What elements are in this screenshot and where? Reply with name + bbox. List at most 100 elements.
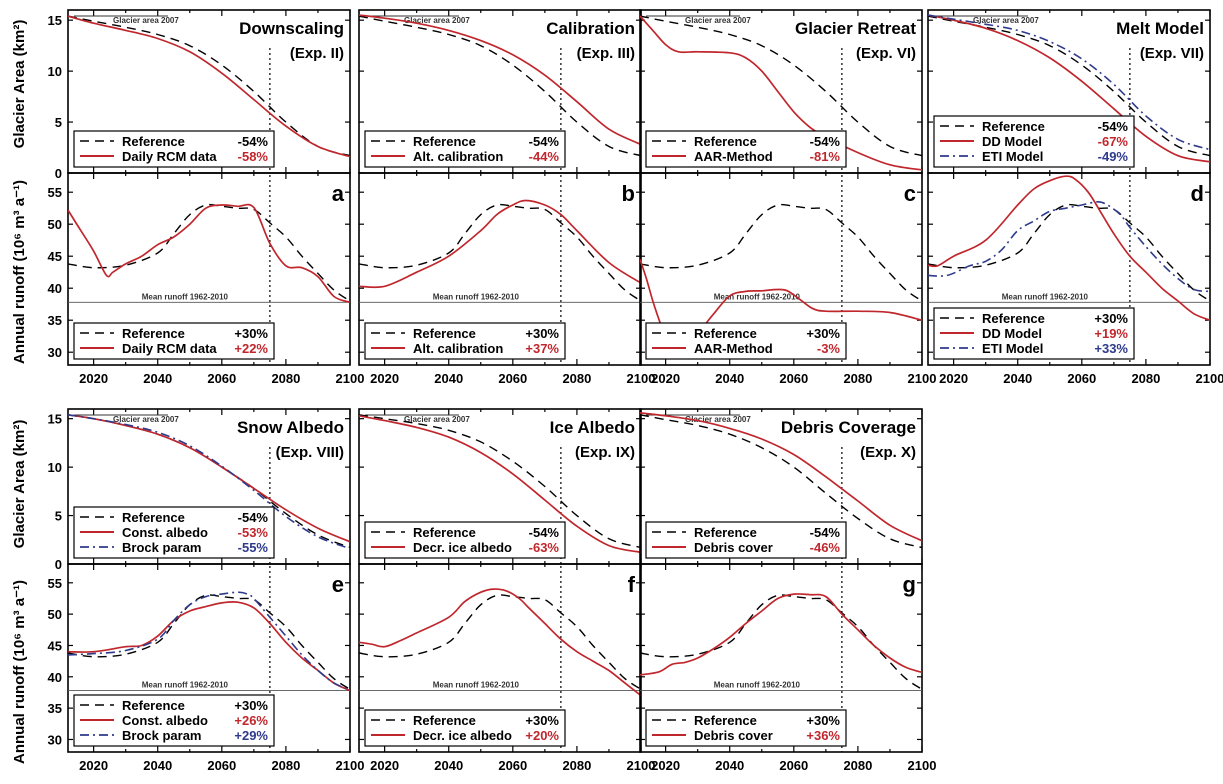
panel-subtitle: (Exp. II) [290, 45, 344, 62]
xtick-label: 2060 [207, 371, 236, 386]
area-2007-label: Glacier area 2007 [404, 415, 470, 424]
legend-percent: +37% [525, 341, 559, 356]
runoff-frame [358, 563, 642, 753]
legend-label: Decr. ice albedo [413, 540, 512, 555]
legend-percent: -81% [810, 149, 841, 164]
legend-label: Reference [694, 134, 757, 149]
panel-letter: g [903, 572, 916, 597]
runoff-series-line-red [359, 199, 641, 289]
area-series-line-blue [928, 14, 1210, 151]
mean-runoff-label: Mean runoff 1962-2010 [433, 292, 520, 301]
panel-f: Glacier area 2007 Ice Albedo (Exp. IX) Refe… [358, 408, 655, 773]
runoff-ytick-label: 35 [48, 701, 62, 716]
legend-label: Debris cover [694, 540, 773, 555]
runoff-legend-box [645, 709, 847, 747]
panel-subtitle: (Exp. VIII) [276, 444, 344, 461]
panel-g: Glacier area 2007 Debris Coverage (Exp. X)… [639, 408, 937, 773]
runoff-series-line-ref [359, 594, 641, 690]
legend-label: Reference [413, 713, 476, 728]
area-series-line-ref [359, 414, 641, 549]
panel-title: Melt Model [1116, 19, 1204, 38]
legend-percent: -49% [1098, 149, 1129, 164]
legend-percent: +30% [1094, 311, 1128, 326]
xtick-label: 2020 [370, 371, 399, 386]
runoff-series-line-red [68, 601, 350, 692]
runoff-frame [639, 172, 923, 366]
legend-label: Daily RCM data [122, 341, 217, 356]
area-series-line-ref [640, 15, 922, 157]
legend-percent: -54% [238, 134, 269, 149]
legend-percent: -55% [238, 540, 269, 555]
area-2007-label: Glacier area 2007 [113, 16, 179, 25]
legend-percent: +26% [234, 713, 268, 728]
xtick-label: 2060 [498, 758, 527, 773]
legend-label: Reference [694, 713, 757, 728]
legend-percent: -54% [529, 134, 560, 149]
area-legend-box [364, 130, 566, 168]
legend-label: Debris cover [694, 728, 773, 743]
xtick-label: 2100 [627, 371, 656, 386]
runoff-ytick-label: 45 [48, 638, 62, 653]
legend-label: Brock param [122, 540, 201, 555]
runoff-series-line-red [640, 593, 922, 676]
area-legend-box [645, 521, 847, 559]
legend-percent: -46% [810, 540, 841, 555]
legend-label: DD Model [982, 326, 1042, 341]
runoff-series-line-blue [68, 591, 350, 691]
legend-percent: +33% [1094, 341, 1128, 356]
area-series-line-ref [359, 15, 641, 157]
xtick-label: 2040 [434, 371, 463, 386]
xtick-label: 2080 [562, 758, 591, 773]
legend-percent: -63% [529, 540, 560, 555]
legend-percent: -44% [529, 149, 560, 164]
legend-label: ETI Model [982, 149, 1043, 164]
legend-percent: -54% [529, 525, 560, 540]
mean-runoff-label: Mean runoff 1962-2010 [714, 292, 801, 301]
xtick-label: 2100 [1196, 371, 1223, 386]
mean-runoff-label: Mean runoff 1962-2010 [1002, 292, 1089, 301]
xtick-label: 2040 [143, 758, 172, 773]
runoff-series-line-red [640, 259, 922, 347]
legend-percent: +22% [234, 341, 268, 356]
panel-b: Glacier area 2007 Calibration (Exp. III) Re… [358, 9, 656, 386]
panel-e: 0 5 10 15 Glacier area 2007 Snow Albedo (Exp. … [48, 408, 364, 773]
legend-percent: +30% [806, 326, 840, 341]
area-series-line-ref [928, 15, 1210, 157]
legend-percent: +29% [234, 728, 268, 743]
panel-c: Glacier area 2007 Glacier Retreat (Exp. VI… [639, 9, 936, 386]
area-ytick-label: 5 [55, 115, 62, 130]
area-series-line-ref [68, 414, 350, 549]
panel-a: 0 5 10 15 Glacier area 2007 Downscaling (Exp. … [48, 9, 364, 386]
y-axis-label-area-bottom: Glacier Area (km²) [11, 420, 28, 549]
legend-label: Reference [413, 525, 476, 540]
xtick-label: 2040 [715, 371, 744, 386]
area-ytick-label: 15 [48, 13, 62, 28]
xtick-label: 2080 [843, 758, 872, 773]
runoff-frame [358, 172, 642, 366]
area-legend-box [645, 130, 847, 168]
runoff-series-line-ref [359, 203, 641, 302]
runoff-frame [639, 563, 923, 753]
xtick-label: 2060 [498, 371, 527, 386]
runoff-frame [927, 172, 1211, 366]
xtick-label: 2040 [1003, 371, 1032, 386]
runoff-series-line-ref [68, 594, 350, 690]
runoff-legend-box [645, 322, 847, 360]
xtick-label: 2020 [370, 758, 399, 773]
panel-subtitle: (Exp. X) [860, 444, 916, 461]
runoff-series-line-red [68, 203, 350, 304]
legend-label: Reference [694, 525, 757, 540]
legend-percent: +30% [525, 326, 559, 341]
area-2007-label: Glacier area 2007 [685, 415, 751, 424]
xtick-label: 2100 [908, 758, 937, 773]
legend-label: Alt. calibration [413, 341, 503, 356]
legend-percent: +20% [525, 728, 559, 743]
area-2007-label: Glacier area 2007 [685, 16, 751, 25]
legend-percent: -54% [810, 134, 841, 149]
legend-label: Const. albedo [122, 525, 208, 540]
xtick-label: 2040 [434, 758, 463, 773]
mean-runoff-label: Mean runoff 1962-2010 [142, 292, 229, 301]
legend-label: Const. albedo [122, 713, 208, 728]
runoff-legend-box [73, 322, 275, 360]
area-series-line-red [68, 15, 350, 158]
